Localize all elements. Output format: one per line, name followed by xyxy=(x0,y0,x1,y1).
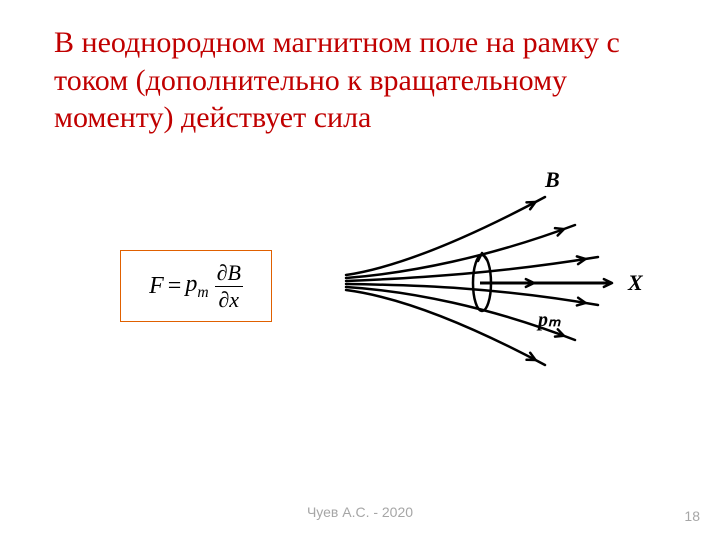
label-X: X xyxy=(628,270,643,296)
partial-symbol-den: ∂ xyxy=(218,287,229,312)
formula-denominator: ∂x xyxy=(216,288,241,311)
footer-author: Чуев А.С. - 2020 xyxy=(0,504,720,520)
label-B: B xyxy=(545,167,560,193)
formula-num-var: B xyxy=(227,260,240,285)
force-formula: F = pm ∂B ∂x xyxy=(149,261,243,310)
formula-eq: = xyxy=(168,273,182,300)
slide-title: В неоднородном магнитном поле на рамку с… xyxy=(54,24,666,137)
footer-page-number: 18 xyxy=(684,508,700,524)
partial-symbol-num: ∂ xyxy=(217,260,228,285)
formula-lhs: F xyxy=(149,273,164,300)
field-svg xyxy=(340,165,660,395)
formula-box: F = pm ∂B ∂x xyxy=(120,250,272,322)
formula-coeff-base: p xyxy=(185,271,197,297)
formula-coeff: pm xyxy=(185,271,208,302)
slide: В неоднородном магнитном поле на рамку с… xyxy=(0,0,720,540)
formula-fraction: ∂B ∂x xyxy=(215,261,243,310)
label-pm: pₘ xyxy=(538,307,560,332)
formula-coeff-sub: m xyxy=(197,283,208,300)
field-diagram: B X pₘ xyxy=(340,165,660,395)
formula-den-var: x xyxy=(229,287,239,312)
formula-numerator: ∂B xyxy=(215,261,243,284)
